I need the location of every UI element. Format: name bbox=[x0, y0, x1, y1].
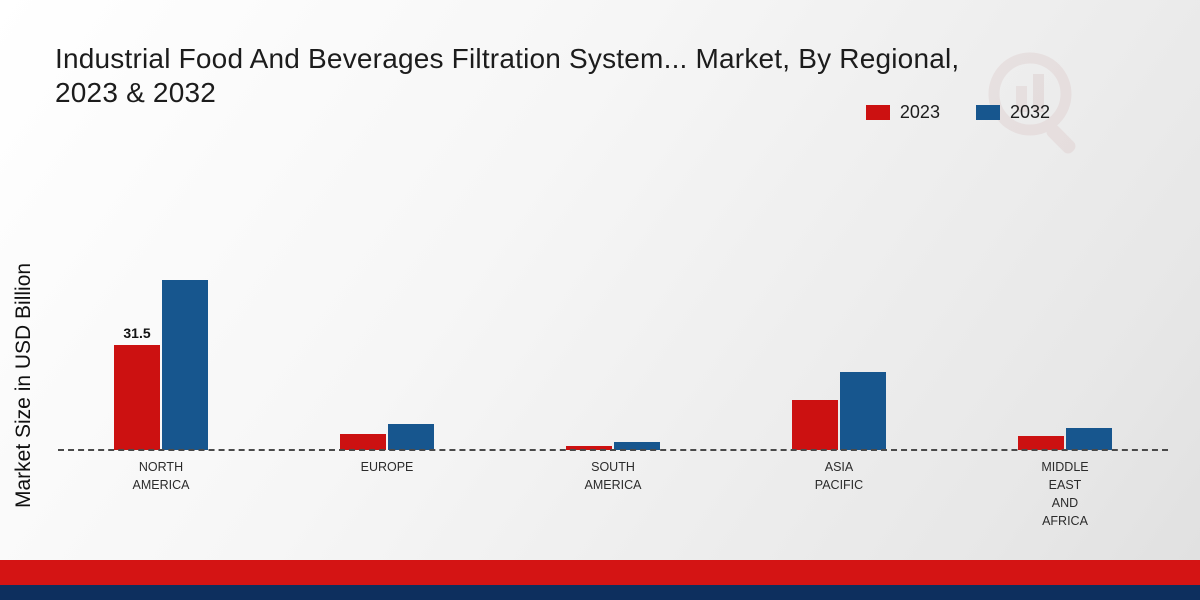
footer-red-band bbox=[0, 560, 1200, 585]
category-label: MIDDLE EAST AND AFRICA bbox=[1041, 460, 1089, 528]
bar-2032-region-0 bbox=[162, 280, 208, 450]
bar-value-label: 31.5 bbox=[123, 325, 151, 341]
legend-swatch-2032-icon bbox=[975, 105, 1000, 120]
category-label: SOUTH AMERICA bbox=[584, 460, 642, 492]
bar-2032-region-3 bbox=[840, 372, 886, 450]
bar-2032-region-2 bbox=[614, 442, 660, 450]
plot-area: 31.5 bbox=[48, 150, 1178, 450]
legend-label-2032: 2032 bbox=[1009, 102, 1050, 122]
x-axis-baseline bbox=[58, 449, 1168, 451]
legend: 2023 2032 bbox=[865, 102, 1050, 123]
category-label: ASIA PACIFIC bbox=[814, 460, 864, 492]
legend-label-2023: 2023 bbox=[899, 102, 940, 122]
x-axis-labels: NORTH AMERICA EUROPE SOUTH AMERICA ASIA PAC… bbox=[48, 458, 1178, 548]
category-label: EUROPE bbox=[360, 460, 414, 474]
chart-title: Industrial Food And Beverages Filtration… bbox=[55, 43, 960, 108]
legend-item-2023: 2023 bbox=[865, 102, 940, 123]
y-axis-label: Market Size in USD Billion bbox=[12, 262, 35, 508]
bar-2032-region-1 bbox=[388, 424, 434, 450]
bar-2023-region-4 bbox=[1018, 436, 1064, 450]
bar-2023-region-1 bbox=[340, 434, 386, 450]
bar-2023-region-3 bbox=[792, 400, 838, 450]
category-label: NORTH AMERICA bbox=[132, 460, 190, 492]
legend-swatch-2023-icon bbox=[865, 105, 890, 120]
legend-item-2032: 2032 bbox=[975, 102, 1050, 123]
bar-2023-region-2 bbox=[566, 446, 612, 450]
bar-2023-region-0 bbox=[114, 345, 160, 450]
watermark-logo bbox=[988, 52, 1076, 154]
bar-2032-region-4 bbox=[1066, 428, 1112, 450]
footer-navy-band bbox=[0, 585, 1200, 600]
